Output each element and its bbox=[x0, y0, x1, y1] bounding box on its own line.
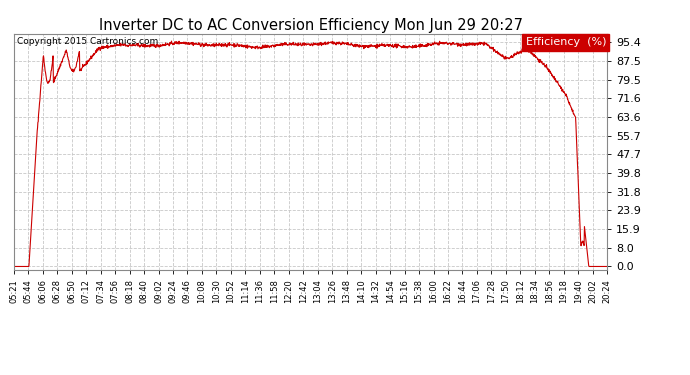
Text: Efficiency  (%): Efficiency (%) bbox=[526, 37, 606, 47]
Text: Copyright 2015 Cartronics.com: Copyright 2015 Cartronics.com bbox=[17, 37, 158, 46]
Title: Inverter DC to AC Conversion Efficiency Mon Jun 29 20:27: Inverter DC to AC Conversion Efficiency … bbox=[99, 18, 522, 33]
